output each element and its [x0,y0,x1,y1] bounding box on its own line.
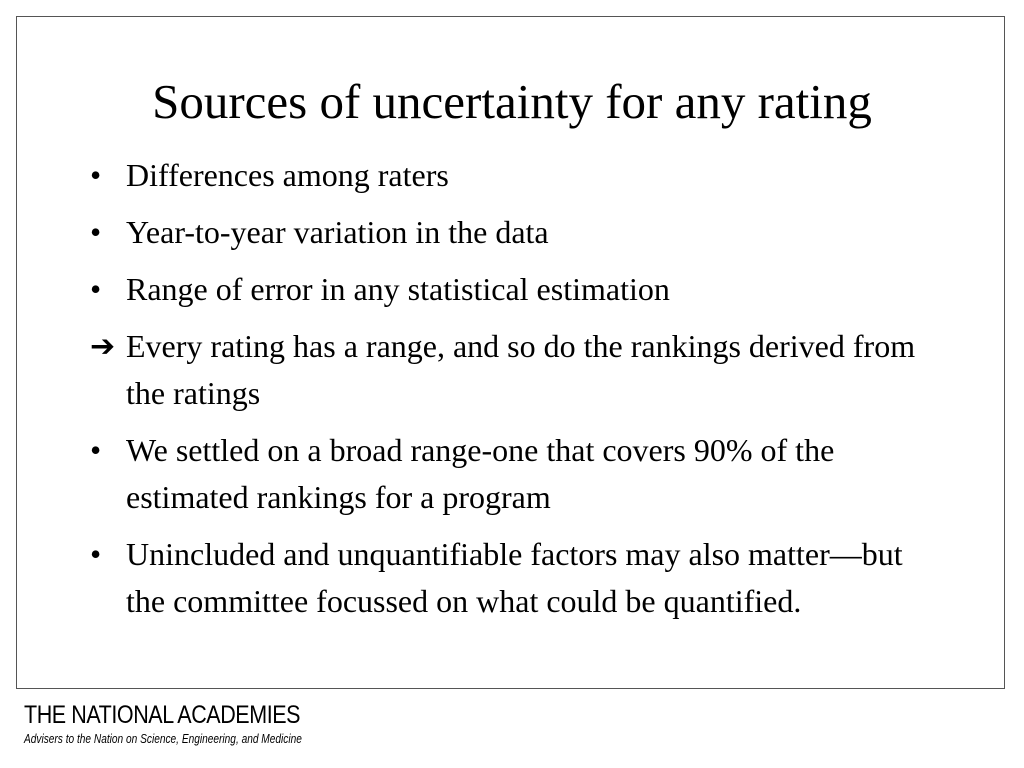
logo-name: THE NATIONAL ACADEMIES [24,701,301,729]
bullet-text: Differences among raters [126,157,449,193]
national-academies-logo: THE NATIONAL ACADEMIES Advisers to the N… [24,701,344,747]
arrow-bullet-item: ➔ Every rating has a range, and so do th… [90,323,920,417]
bullet-marker: • [90,271,102,307]
arrow-right-icon: ➔ [90,329,116,364]
bullet-marker: • [90,214,102,250]
bullet-text: Unincluded and unquantifiable factors ma… [126,536,903,619]
logo-tagline: Advisers to the Nation on Science, Engin… [24,731,302,746]
slide-frame [16,16,1005,689]
bullet-item: • Year-to-year variation in the data [90,209,920,256]
bullet-text: Range of error in any statistical estima… [126,271,670,307]
bullet-item: • We settled on a broad range-one that c… [90,427,920,521]
bullet-text: Year-to-year variation in the data [126,214,549,250]
bullet-marker: • [90,432,102,468]
slide-title: Sources of uncertainty for any rating [152,74,872,129]
bullet-list: • Differences among raters • Year-to-yea… [90,152,920,635]
bullet-marker: • [90,536,102,572]
bullet-text: Every rating has a range, and so do the … [126,328,916,411]
bullet-item: • Differences among raters [90,152,920,199]
bullet-marker: • [90,157,102,193]
bullet-item: • Range of error in any statistical esti… [90,266,920,313]
bullet-item: • Unincluded and unquantifiable factors … [90,531,920,625]
bullet-text: We settled on a broad range-one that cov… [126,432,835,515]
